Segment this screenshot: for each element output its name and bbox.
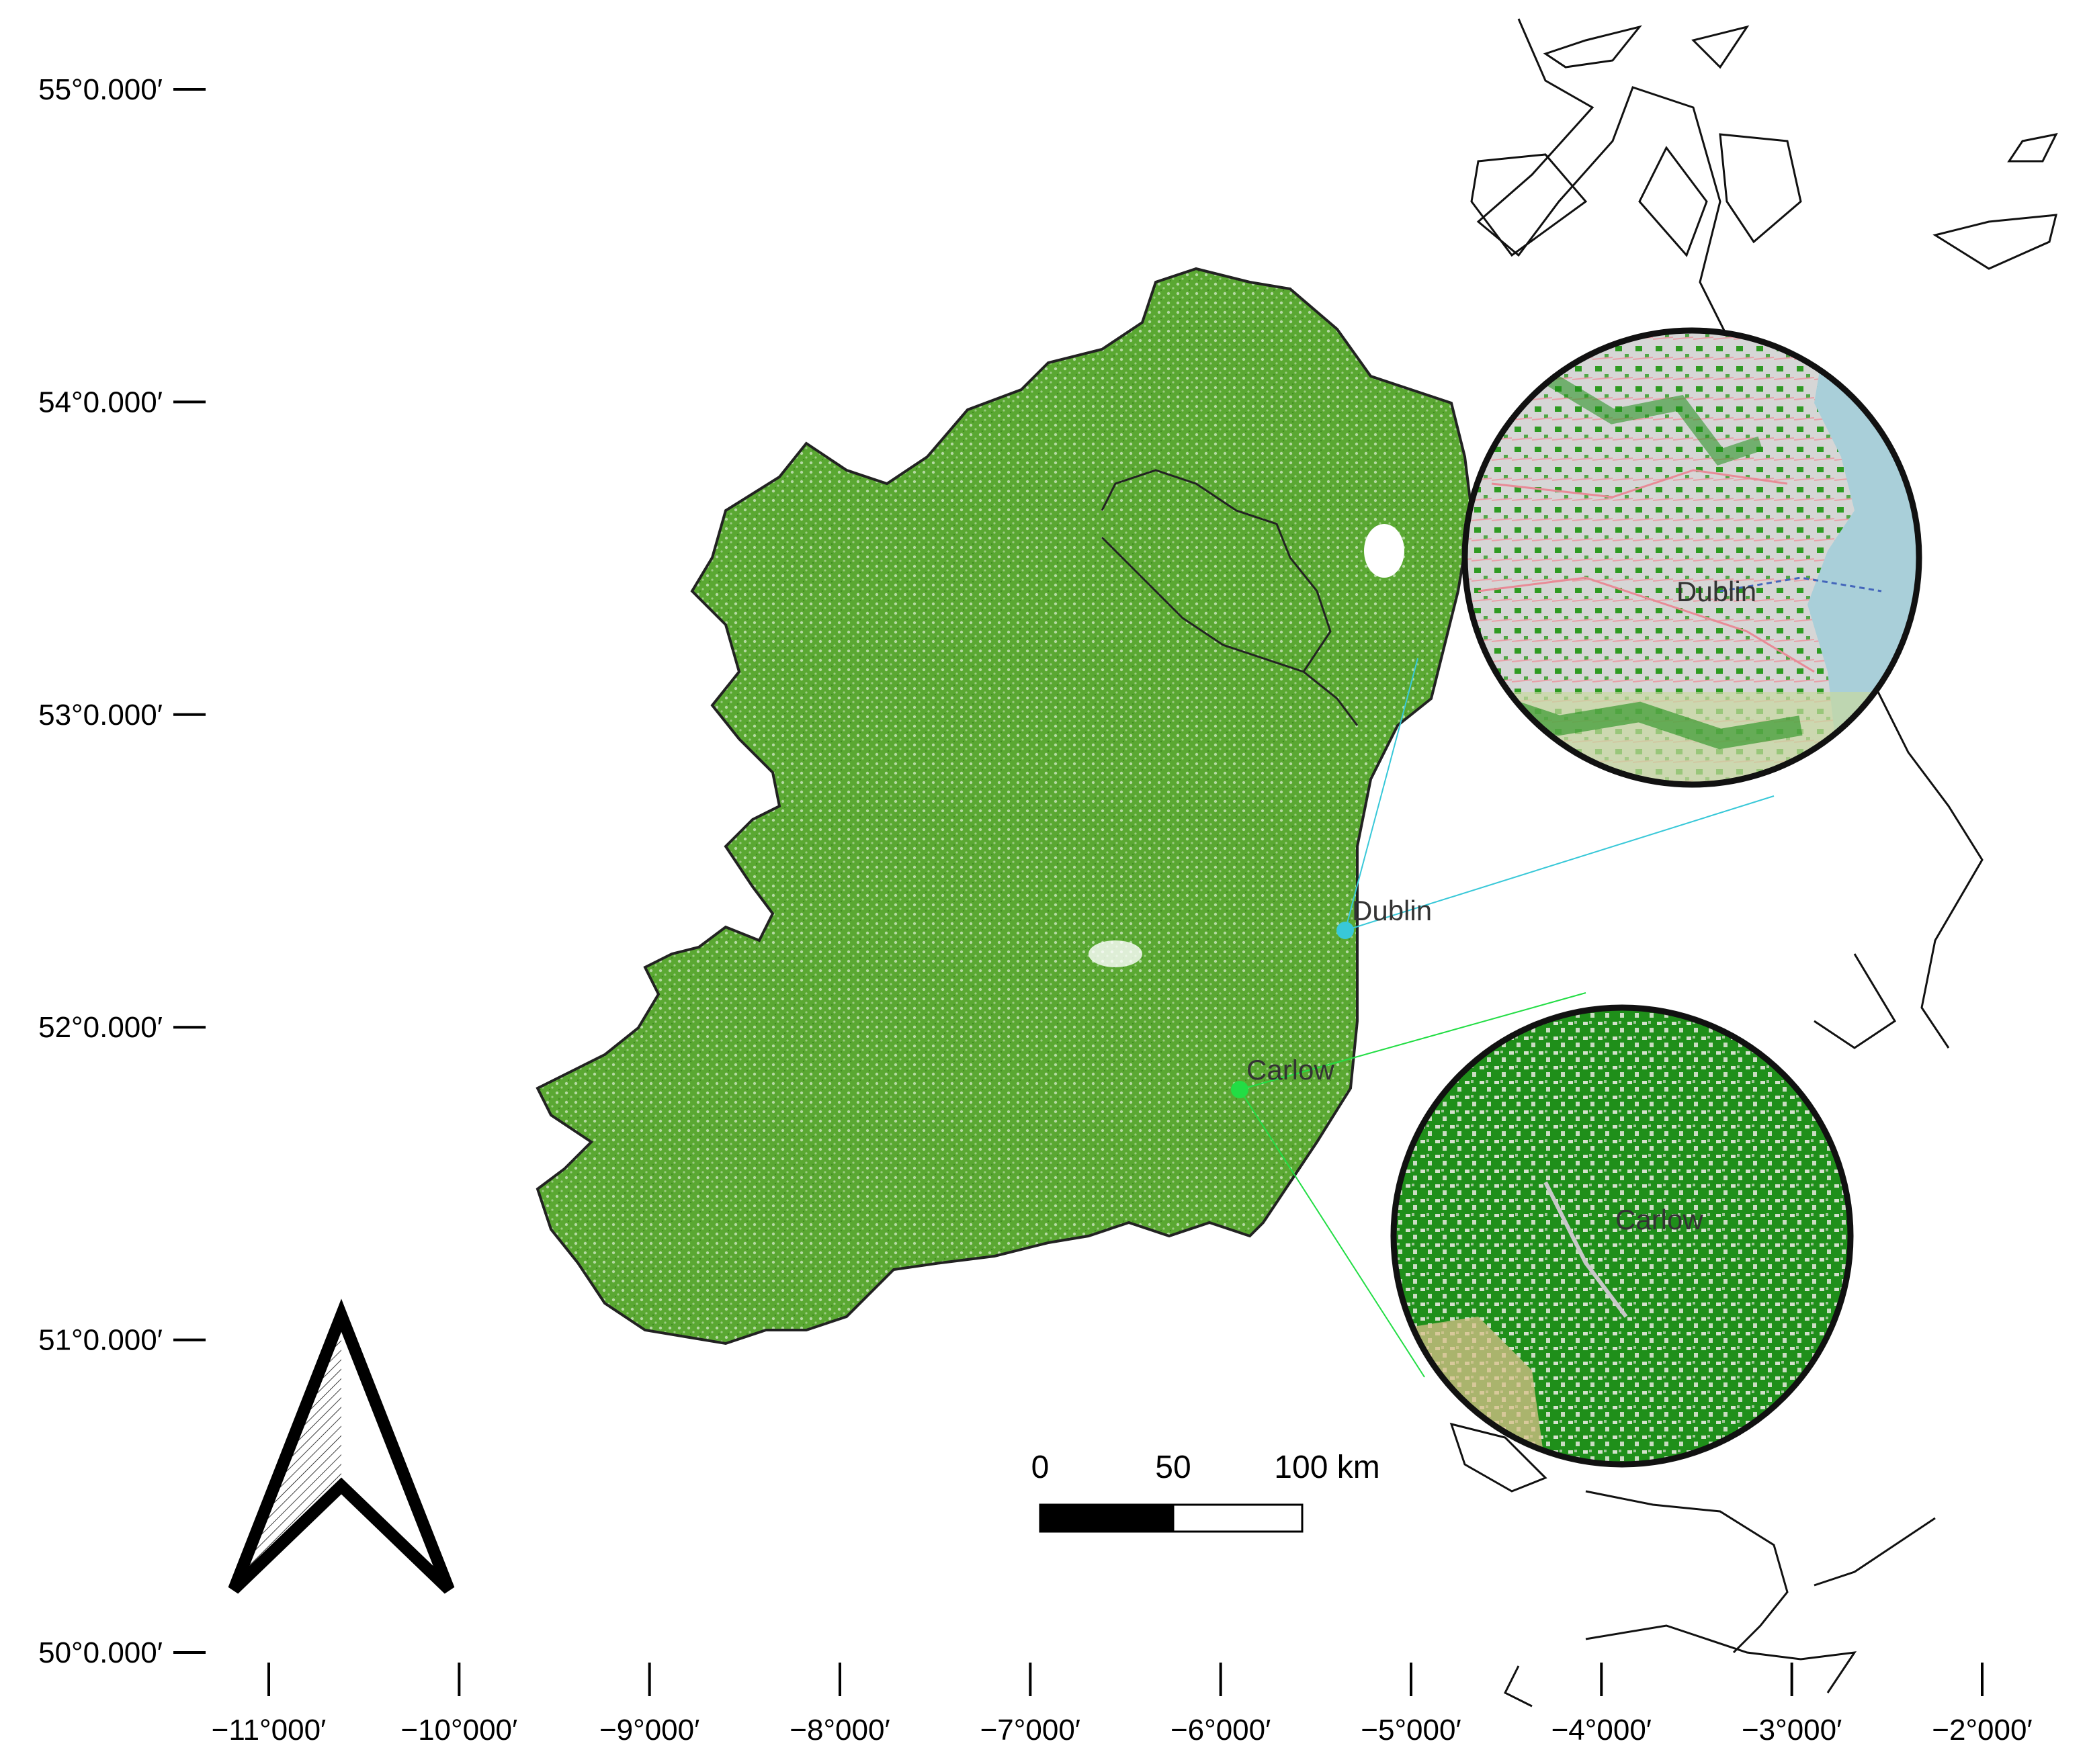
latitude-axis: 55°0.000′ 54°0.000′ 53°0.000′ 52°0.000′ 51°0…	[38, 73, 206, 1669]
scale-label-0: 0	[1031, 1450, 1050, 1485]
great-britain-coastline	[1449, 18, 2058, 1708]
latitude-tick-label: 53°0.000′	[38, 699, 163, 732]
latitude-tick-label: 52°0.000′	[38, 1011, 163, 1044]
north-arrow-icon	[228, 1298, 455, 1594]
city-label-carlow: Carlow	[1246, 1054, 1334, 1086]
city-marker-carlow: Carlow	[1231, 1054, 1334, 1098]
dublin-inset-circle: Dublin	[1461, 327, 1922, 788]
inset-connectors	[1239, 658, 1775, 1378]
ireland-vegetation-map	[536, 267, 1474, 1346]
city-marker-dublin: Dublin	[1336, 895, 1432, 939]
carlow-inset-circle: Carlow	[1390, 1004, 1854, 1468]
scale-label-50: 50	[1155, 1450, 1191, 1485]
carlow-inset-label: Carlow	[1615, 1204, 1703, 1235]
dublin-inset-label: Dublin	[1676, 576, 1756, 607]
longitude-tick-label: −8°000′	[790, 1714, 890, 1747]
longitude-tick-label: −9°000′	[599, 1714, 699, 1747]
latitude-tick-label: 50°0.000′	[38, 1636, 163, 1669]
latitude-tick-label: 51°0.000′	[38, 1324, 163, 1357]
latitude-tick-label: 55°0.000′	[38, 73, 163, 106]
latitude-tick-label: 54°0.000′	[38, 386, 163, 418]
city-label-dublin: Dublin	[1352, 895, 1432, 926]
longitude-tick-label: −6°000′	[1170, 1714, 1271, 1747]
scale-label-100: 100 km	[1274, 1450, 1379, 1485]
longitude-tick-label: −5°000′	[1361, 1714, 1461, 1747]
longitude-tick-label: −2°000′	[1932, 1714, 2032, 1747]
longitude-tick-label: −4°000′	[1551, 1714, 1652, 1747]
longitude-tick-label: −3°000′	[1742, 1714, 1842, 1747]
longitude-tick-label: −10°000′	[400, 1714, 517, 1747]
longitude-tick-label: −7°000′	[980, 1714, 1080, 1747]
longitude-tick-label: −11°000′	[212, 1714, 327, 1747]
scale-bar: 0 50 100 km	[1031, 1450, 1380, 1533]
longitude-axis: −11°000′ −10°000′ −9°000′ −8°000′ −7°000′ −6°…	[212, 1663, 2033, 1747]
